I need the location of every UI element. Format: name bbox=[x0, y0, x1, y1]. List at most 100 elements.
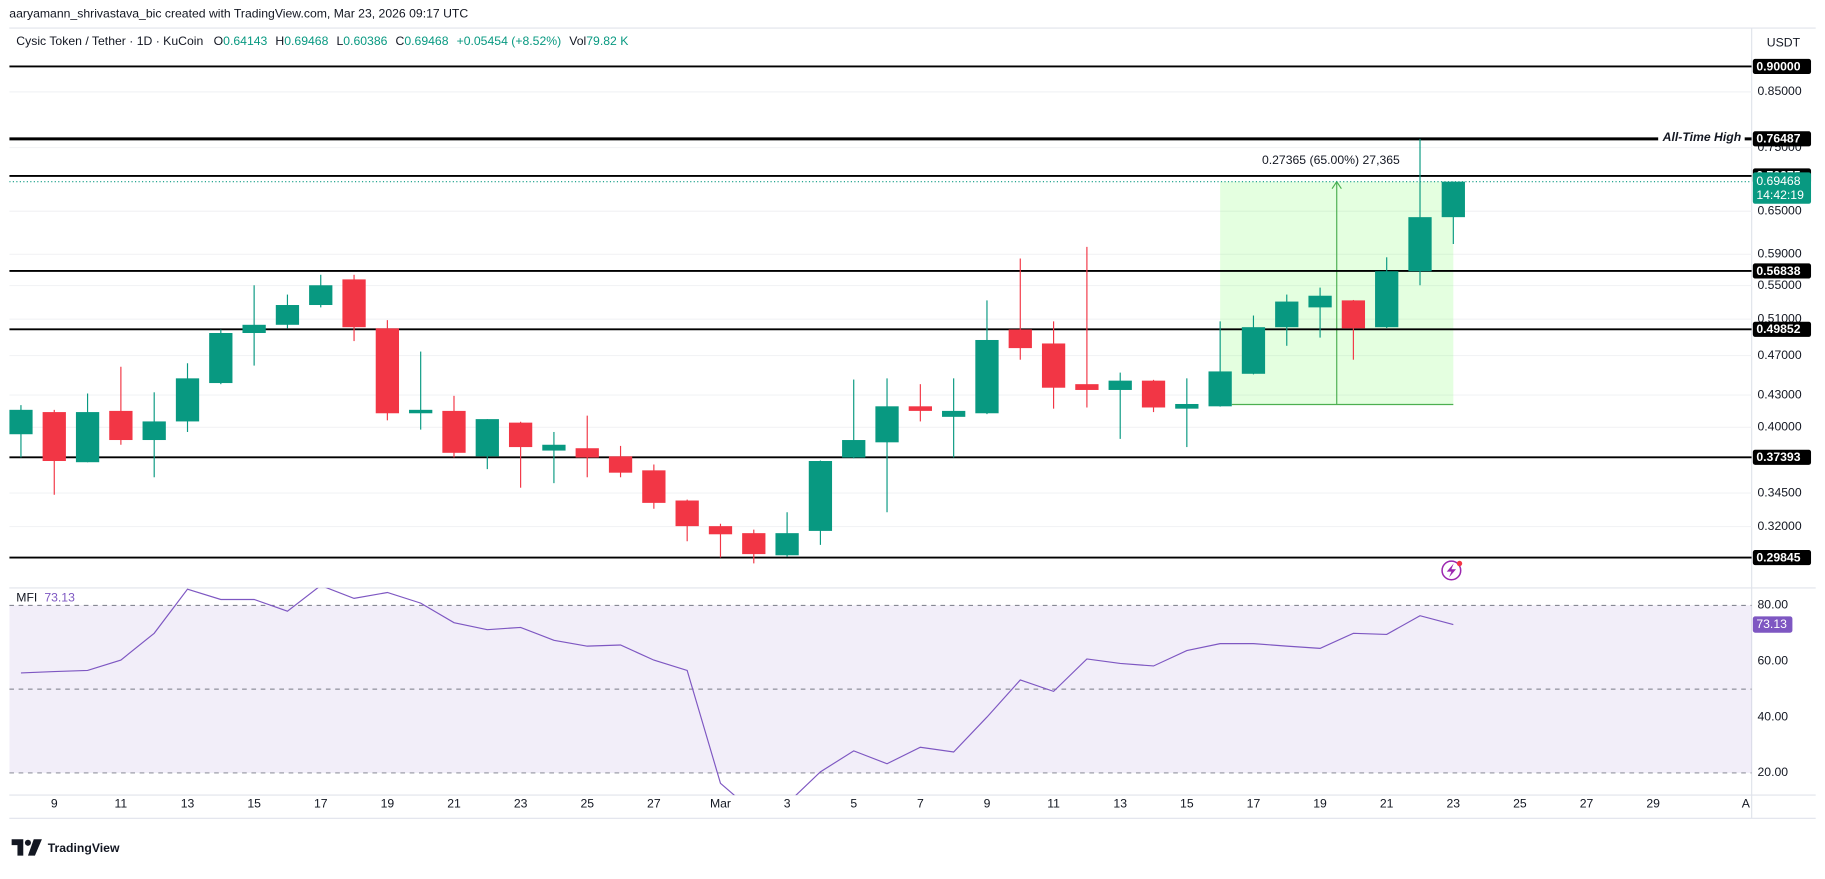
x-tick-label: Mar bbox=[710, 797, 731, 811]
candle-body bbox=[808, 461, 833, 531]
candle-body bbox=[1441, 181, 1465, 218]
candle-body bbox=[409, 409, 433, 414]
level-label: 0.76487 bbox=[1756, 132, 1800, 146]
candle-body bbox=[1208, 371, 1232, 407]
level-label: 0.56838 bbox=[1756, 264, 1800, 278]
candle-body bbox=[9, 409, 33, 435]
mfi-line bbox=[20, 587, 1454, 796]
mfi-value: 73.13 bbox=[44, 591, 75, 605]
level-label-box bbox=[1752, 58, 1812, 75]
level-note-bg bbox=[1658, 129, 1745, 144]
candle-body bbox=[1308, 295, 1332, 308]
candle-body bbox=[842, 440, 866, 458]
x-tick-label: 9 bbox=[984, 797, 991, 811]
current-price-label: 0.69468 bbox=[1756, 174, 1800, 188]
price-pane bbox=[9, 65, 1752, 564]
candle-body bbox=[109, 410, 133, 441]
candle-body bbox=[442, 410, 466, 453]
y-tick-label: 0.32000 bbox=[1757, 519, 1801, 533]
x-tick-label: 19 bbox=[1313, 797, 1327, 811]
x-tick-label: 19 bbox=[381, 797, 395, 811]
mfi-pane bbox=[9, 587, 1752, 796]
ohlc-value: 0.60386 bbox=[343, 34, 387, 48]
x-tick-label: 7 bbox=[917, 797, 924, 811]
x-tick-label: 13 bbox=[1113, 797, 1127, 811]
mfi-title: MFI bbox=[16, 591, 37, 605]
candle-body bbox=[542, 444, 566, 451]
x-tick-label: 29 bbox=[1646, 797, 1660, 811]
candle-body bbox=[708, 526, 733, 535]
candle-body bbox=[608, 456, 633, 473]
y-tick-label: 0.65000 bbox=[1757, 203, 1801, 217]
measure-label: 0.27365 (65.00%) 27,365 bbox=[1262, 153, 1400, 167]
candle-body bbox=[209, 333, 233, 384]
y-tick-label: 0.59000 bbox=[1757, 247, 1801, 261]
candle-body bbox=[142, 421, 166, 441]
currency: USDT bbox=[1767, 35, 1801, 49]
volume-key: Vol bbox=[569, 34, 586, 48]
candle-body bbox=[1008, 329, 1032, 349]
candle-body bbox=[309, 285, 333, 306]
candle-body bbox=[675, 500, 699, 527]
y-tick-label: 0.43000 bbox=[1757, 387, 1801, 401]
x-tick-label: 13 bbox=[181, 797, 195, 811]
x-tick-label: 5 bbox=[850, 797, 857, 811]
candle-body bbox=[242, 324, 266, 334]
candle-body bbox=[908, 406, 932, 411]
axes: 0.850000.750000.650000.590000.550000.510… bbox=[51, 58, 1812, 811]
candle-body bbox=[875, 406, 899, 443]
candle-body bbox=[1108, 380, 1132, 390]
candle-body bbox=[1075, 384, 1099, 390]
ohlc-value: 0.64143 bbox=[223, 34, 267, 48]
mfi-value-box bbox=[1752, 616, 1793, 633]
mfi-value-label: 73.13 bbox=[1756, 617, 1787, 631]
candle-body bbox=[475, 419, 499, 457]
symbol-legend: Cysic Token / Tether · 1D · KuCoin O0.64… bbox=[16, 34, 629, 48]
candle-body bbox=[42, 412, 66, 462]
y-tick-label: 0.55000 bbox=[1757, 278, 1801, 292]
y-tick-label: 0.85000 bbox=[1757, 84, 1801, 98]
y-tick-label: 0.34500 bbox=[1757, 485, 1801, 499]
volume: 79.82 K bbox=[586, 34, 629, 48]
candle-body bbox=[342, 279, 366, 328]
change: +0.05454 (+8.52%) bbox=[457, 34, 562, 48]
y-tick-label: 0.40000 bbox=[1757, 420, 1801, 434]
ohlc-key: C bbox=[396, 34, 405, 48]
attribution: aaryamann_shrivastava_bic created with T… bbox=[9, 6, 468, 20]
logo-text: TradingView bbox=[48, 841, 120, 855]
x-tick-label: A bbox=[1742, 797, 1751, 811]
ohlc-key: L bbox=[336, 34, 343, 48]
level-label-box bbox=[1752, 449, 1812, 465]
mfi-tick-label: 40.00 bbox=[1757, 709, 1788, 723]
x-tick-label: 21 bbox=[447, 797, 461, 811]
candle-body bbox=[1175, 403, 1199, 409]
candle-body bbox=[275, 305, 300, 325]
symbol: Cysic Token / Tether · 1D · KuCoin bbox=[16, 34, 203, 48]
level-label-box bbox=[1752, 550, 1812, 566]
candle-body bbox=[508, 422, 533, 448]
candle-body bbox=[75, 412, 100, 463]
level-label: 0.49852 bbox=[1756, 322, 1800, 336]
x-tick-label: 11 bbox=[115, 797, 128, 811]
candle-body bbox=[1341, 300, 1366, 329]
candle-body bbox=[1408, 217, 1432, 272]
x-tick-label: 11 bbox=[1047, 797, 1060, 811]
level-label-box bbox=[1752, 321, 1812, 337]
level-label: 0.29845 bbox=[1756, 550, 1800, 564]
candle-body bbox=[1141, 380, 1166, 408]
candle-body bbox=[742, 533, 766, 555]
alert-icon bbox=[1441, 560, 1463, 581]
level-label: 0.90000 bbox=[1756, 59, 1800, 73]
mfi-tick-label: 20.00 bbox=[1757, 765, 1788, 779]
y-tick-label: 0.47000 bbox=[1757, 348, 1801, 362]
ohlc-key: O bbox=[214, 34, 224, 48]
candle-body bbox=[642, 470, 666, 503]
candle-body bbox=[375, 328, 400, 414]
x-tick-label: 21 bbox=[1380, 797, 1394, 811]
mfi-tick-label: 60.00 bbox=[1757, 653, 1788, 667]
candle-body bbox=[1275, 301, 1299, 328]
level-label-box bbox=[1752, 131, 1812, 147]
mfi-legend: MFI 73.13 bbox=[16, 591, 75, 605]
